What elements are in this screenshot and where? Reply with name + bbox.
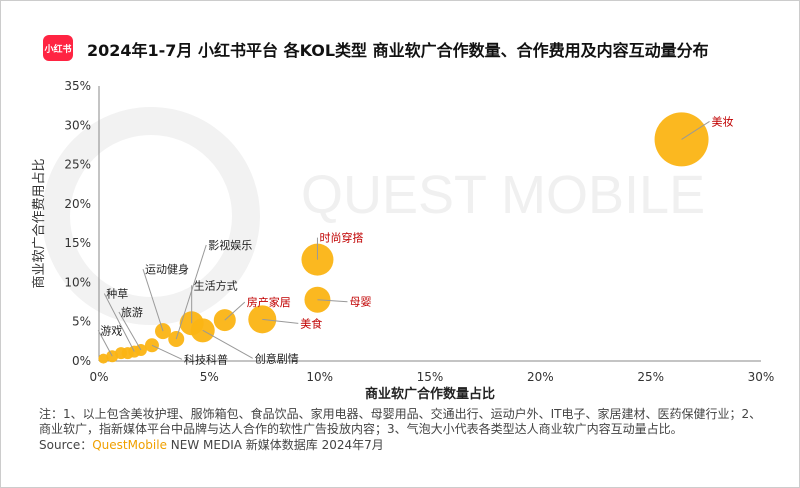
x-tick-label: 5% <box>200 370 219 384</box>
x-tick-label: 20% <box>527 370 554 384</box>
x-axis-title: 商业软广合作数量占比 <box>365 386 495 402</box>
y-axis-title: 商业软广合作费用占比 <box>32 158 47 288</box>
leader-line <box>262 318 299 324</box>
y-tick-label: 5% <box>72 315 91 329</box>
y-tick-label: 10% <box>64 275 91 289</box>
data-label: 影视娱乐 <box>208 238 252 252</box>
leader-line <box>142 268 164 332</box>
footnote: 注：1、以上包含美妆护理、服饰箱包、食品饮品、家用电器、母婴用品、交通出行、运动… <box>39 407 762 436</box>
leader-line <box>224 301 246 321</box>
watermark-logo-icon <box>42 107 260 325</box>
data-label: 科技科普 <box>184 352 228 366</box>
chart-title: 2024年1-7月 小红书平台 各KOL类型 商业软广合作数量、合作费用及内容互… <box>87 41 709 60</box>
leader-line <box>103 293 135 352</box>
data-label: 创意剧情 <box>255 351 299 365</box>
data-label: 美食 <box>300 316 322 330</box>
data-label: 种草 <box>106 287 128 301</box>
y-tick-label: 35% <box>64 79 91 93</box>
leader-line <box>317 299 348 303</box>
source-line: Source：QuestMobile NEW MEDIA 新媒体数据库 2024… <box>39 438 769 453</box>
y-tick-label: 25% <box>64 158 91 172</box>
x-tick-label: 25% <box>637 370 664 384</box>
leader-line <box>97 330 113 357</box>
xiaohongshu-logo: 小红书 <box>43 35 73 61</box>
data-label: 运动健身 <box>145 262 189 276</box>
y-tick-label: 15% <box>64 236 91 250</box>
x-tick-label: 15% <box>417 370 444 384</box>
y-tick-label: 20% <box>64 197 91 211</box>
leader-line <box>175 244 207 340</box>
y-tick-label: 30% <box>64 118 91 132</box>
footer: 注：1、以上包含美妆护理、服饰箱包、食品饮品、家用电器、母婴用品、交通出行、运动… <box>39 407 769 453</box>
y-tick-label: 0% <box>72 354 91 368</box>
data-label: 房产家居 <box>247 295 291 309</box>
data-label: 美妆 <box>712 115 734 128</box>
leader-line <box>151 344 183 360</box>
x-tick-label: 30% <box>748 370 775 384</box>
x-tick-label: 0% <box>89 370 108 384</box>
bubble <box>98 353 109 364</box>
bubble-chart: QUEST MOBILE 0% 5% 10% 15% 20% 25% 30% 0% 5% 10% 15… <box>32 79 775 402</box>
data-label: 生活方式 <box>194 278 238 292</box>
logo-text: 小红书 <box>44 44 72 55</box>
source-prefix: Source： <box>39 438 93 452</box>
source-brand: QuestMobile <box>92 438 167 452</box>
leader-line <box>202 329 253 359</box>
source-rest: NEW MEDIA 新媒体数据库 2024年7月 <box>166 438 384 452</box>
data-label: 时尚穿搭 <box>319 231 363 245</box>
watermark-text: QUEST MOBILE <box>301 165 705 225</box>
leader-line <box>118 311 142 351</box>
bubble <box>121 347 134 360</box>
leader-line <box>681 121 710 140</box>
data-label: 母婴 <box>349 296 371 309</box>
data-label: 游戏 <box>100 324 122 337</box>
x-tick-label: 10% <box>306 370 333 384</box>
data-label: 旅游 <box>121 305 143 319</box>
